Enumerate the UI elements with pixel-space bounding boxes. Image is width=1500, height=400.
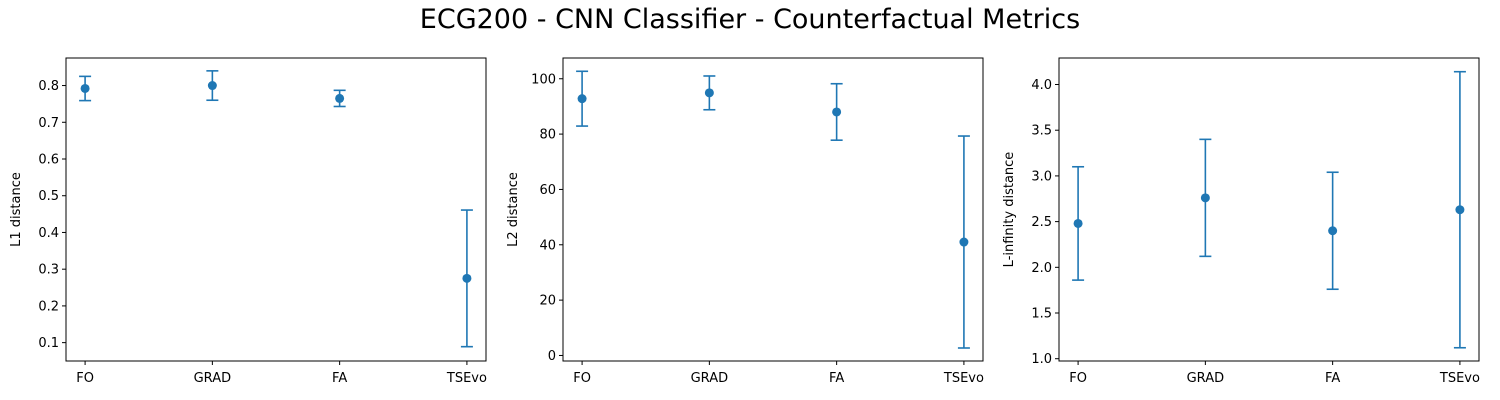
y-tick-label: 0.8	[38, 79, 59, 94]
x-tick-label: FO	[1069, 371, 1087, 386]
data-point	[1073, 218, 1083, 228]
x-tick-label: GRAD	[691, 371, 728, 386]
data-point	[462, 273, 472, 283]
data-point	[832, 107, 842, 117]
y-tick-label: 40	[539, 238, 556, 253]
data-point	[1455, 205, 1465, 215]
data-point	[335, 93, 345, 103]
y-tick-label: 3.0	[1031, 169, 1052, 184]
y-tick-label: 4.0	[1031, 78, 1052, 93]
x-tick-label: TSEvo	[943, 371, 984, 386]
x-tick-label: FO	[573, 371, 591, 386]
x-tick-label: GRAD	[194, 371, 231, 386]
data-point	[1200, 193, 1210, 203]
y-tick-label: 0	[548, 349, 556, 364]
y-axis-label-linf: L-infinity distance	[1002, 152, 1017, 268]
y-axis-label-l2: L2 distance	[506, 172, 521, 247]
data-point	[207, 81, 217, 91]
y-tick-label: 2.5	[1031, 215, 1052, 230]
y-axis-label-l1: L1 distance	[9, 172, 24, 247]
y-tick-label: 0.3	[38, 263, 59, 278]
y-tick-label: 80	[539, 128, 556, 143]
x-tick-label: FA	[332, 371, 347, 386]
figure-title: ECG200 - CNN Classifier - Counterfactual…	[419, 4, 1081, 35]
data-point	[577, 94, 587, 104]
x-tick-label: TSEvo	[446, 371, 487, 386]
x-tick-label: FA	[1325, 371, 1340, 386]
y-tick-label: 0.7	[38, 116, 59, 131]
subplot-linf: 1.0 1.5 2.0 2.5 3.0 3.5 4.0 FO GRAD FA TSEvo L-infi…	[1002, 57, 1480, 386]
subplot-l2: 0 20 40 60 80 100 FO GRAD FA TSEvo L2 distance	[506, 57, 984, 386]
plot-frame	[562, 57, 984, 362]
y-tick-label: 0.1	[38, 336, 59, 351]
x-tick-label: TSEvo	[1439, 371, 1480, 386]
y-tick-label: 0.6	[38, 153, 59, 168]
y-tick-label: 20	[539, 294, 556, 309]
y-tick-label: 1.0	[1031, 352, 1052, 367]
x-tick-label: FA	[829, 371, 844, 386]
data-point	[1328, 226, 1338, 236]
plot-frame	[65, 57, 487, 362]
x-tick-label: FO	[76, 371, 94, 386]
y-tick-label: 0.2	[38, 299, 59, 314]
y-tick-label: 2.0	[1031, 261, 1052, 276]
y-tick-label: 60	[539, 183, 556, 198]
plot-frame	[1058, 57, 1480, 362]
y-tick-label: 0.5	[38, 189, 59, 204]
subplot-l1: 0.1 0.2 0.3 0.4 0.5 0.6 0.7 0.8 FO GRAD FA TSEvo L1 …	[9, 57, 487, 386]
y-tick-label: 1.5	[1031, 307, 1052, 322]
data-point	[959, 237, 969, 247]
y-tick-label: 3.5	[1031, 124, 1052, 139]
data-point	[80, 83, 90, 93]
x-tick-label: GRAD	[1187, 371, 1224, 386]
data-point	[704, 88, 714, 98]
y-tick-label: 0.4	[38, 226, 59, 241]
y-tick-label: 100	[531, 72, 556, 87]
